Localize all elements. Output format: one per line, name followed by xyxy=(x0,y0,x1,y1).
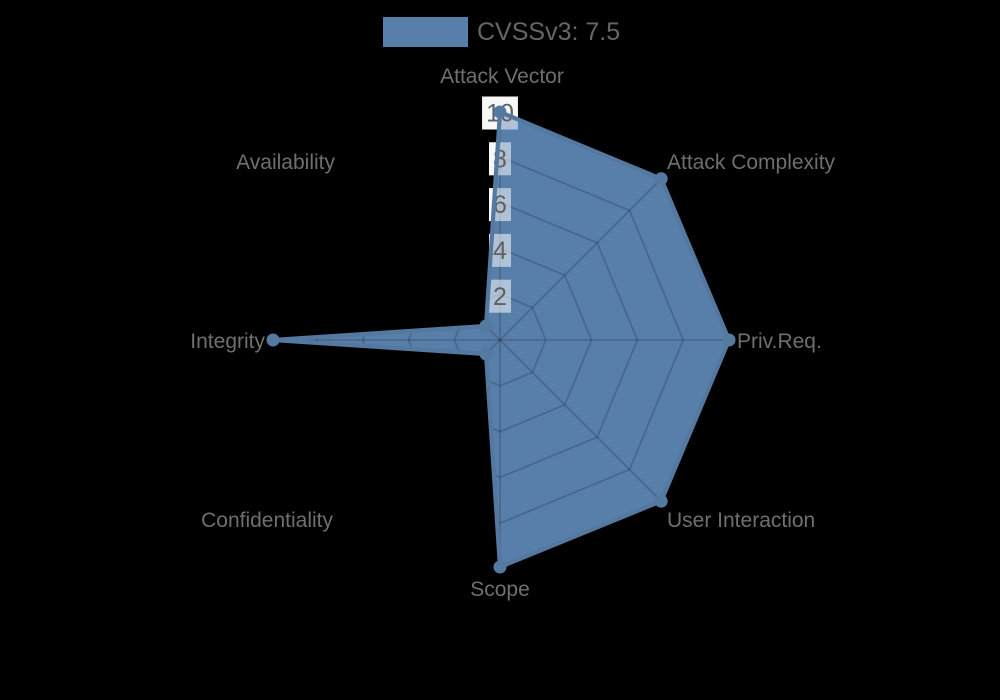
svg-text:2: 2 xyxy=(493,283,507,311)
svg-text:CVSSv3: 7.5: CVSSv3: 7.5 xyxy=(477,18,620,46)
svg-text:Attack Complexity: Attack Complexity xyxy=(667,151,836,174)
svg-text:4: 4 xyxy=(493,237,507,265)
svg-text:User Interaction: User Interaction xyxy=(667,509,815,532)
svg-text:Integrity: Integrity xyxy=(190,330,265,353)
svg-text:Attack Vector: Attack Vector xyxy=(440,65,564,88)
svg-text:Priv.Req.: Priv.Req. xyxy=(737,330,822,353)
svg-text:6: 6 xyxy=(493,191,507,219)
svg-text:Confidentiality: Confidentiality xyxy=(201,509,333,532)
svg-text:Availability: Availability xyxy=(236,151,335,174)
svg-text:Scope: Scope xyxy=(470,578,530,601)
